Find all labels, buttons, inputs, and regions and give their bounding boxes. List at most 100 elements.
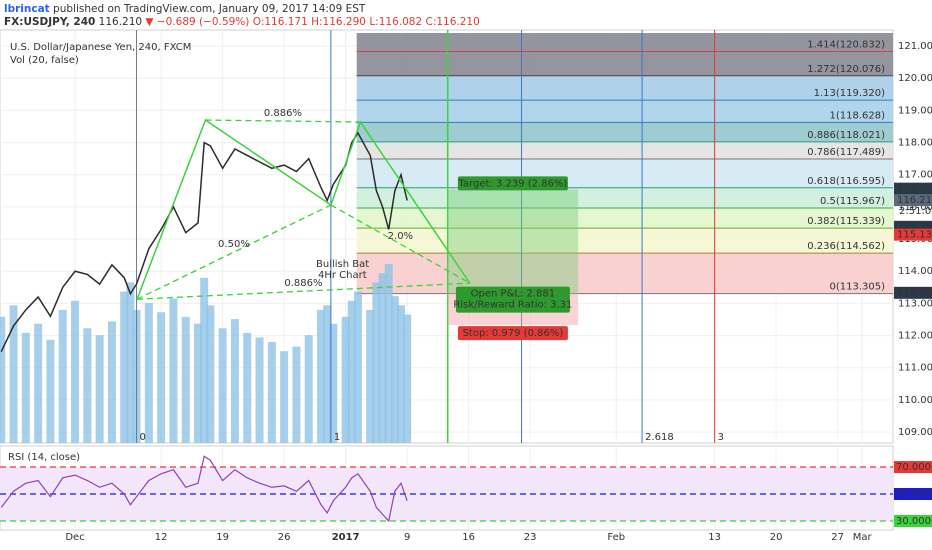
volume-bar: [218, 328, 227, 443]
volume-bar: [292, 346, 301, 443]
rsi-badge: [894, 461, 932, 474]
volume-bar: [347, 300, 356, 443]
rsi-tick-label: 50.0000: [896, 489, 932, 500]
volume-bar: [403, 314, 412, 443]
x-tick-label: 19: [216, 532, 229, 543]
volume-bar: [243, 332, 252, 443]
target-label-bg: [457, 176, 568, 191]
y-tick-label: 114.000: [898, 266, 932, 277]
countdown: 2:51:02: [899, 206, 932, 217]
fib-label: 0(113.305): [829, 282, 885, 293]
rsi-badge: [894, 488, 932, 500]
volume-bar: [157, 312, 166, 443]
volume-bar: [329, 323, 338, 443]
volume-bar: [46, 339, 55, 443]
volume-bar: [0, 316, 6, 443]
volume-bar: [280, 351, 289, 443]
price-badge-label: 115.381: [897, 222, 932, 233]
volume-bar: [169, 298, 178, 443]
volume-bar: [21, 332, 30, 443]
rsi-line: [0, 455, 408, 523]
low: L:116.082: [369, 16, 422, 28]
volume-bar: [390, 296, 399, 443]
y-tick-label: 112.000: [898, 331, 932, 342]
volume-bar: [396, 305, 405, 443]
chart-title: U.S. Dollar/Japanese Yen, 240, FXCM: [10, 42, 191, 53]
pattern-ratio-line: [136, 282, 470, 300]
symbol: FX:USDJPY, 240: [4, 16, 95, 28]
volume-bar: [144, 303, 153, 443]
volume-bar: [71, 300, 80, 443]
pnl-bg: [455, 286, 570, 313]
y-tick-label: 120.000: [898, 73, 932, 84]
target-label: Target: 3.239 (2.86%): [457, 178, 567, 189]
published: published on TradingView.com, January 09…: [53, 3, 366, 15]
volume-bar: [372, 282, 381, 443]
high: H:116.290: [311, 16, 366, 28]
volume-bar: [181, 316, 190, 443]
volume-bar: [304, 335, 313, 443]
fib-label: 0.886(118.021): [807, 130, 885, 141]
volume-bar: [255, 337, 264, 443]
volume-bar: [126, 282, 135, 443]
fib-band: [356, 141, 893, 160]
volume-bar: [366, 309, 375, 443]
x-tick-label: Mar: [853, 532, 873, 543]
price-badge-label: 116.451: [897, 187, 932, 198]
volume-bar: [353, 291, 362, 443]
rsi-tick-label: 70.0000: [896, 462, 932, 473]
fib-band: [356, 159, 893, 188]
rsi-badge: [894, 514, 932, 527]
fib-band: [356, 253, 893, 294]
pattern-ratio-line: [136, 204, 332, 300]
rsi-title: RSI (14, close): [8, 452, 80, 463]
x-tick-label: 9: [404, 532, 410, 543]
x-tick-label: 27: [831, 532, 844, 543]
pattern-name: Bullish Bat: [316, 259, 369, 270]
pattern-ratio-label: 2.0%: [388, 231, 413, 242]
y-tick-label: 121.000: [898, 41, 932, 52]
close: C:116.210: [425, 16, 479, 28]
y-tick-label: 118.000: [898, 138, 932, 149]
price-line: [0, 131, 408, 352]
x-tick-label: 23: [524, 532, 537, 543]
pattern-note: 4Hr Chart: [318, 270, 367, 281]
volume-bar: [341, 316, 350, 443]
user[interactable]: lbrincat: [4, 3, 50, 15]
x-tick-label: 20: [770, 532, 783, 543]
fib-label: 1(118.628): [829, 110, 885, 121]
stop-label-bg: [457, 326, 568, 341]
fib-label: 0.5(115.967): [820, 196, 885, 207]
y-tick-label: 110.000: [898, 395, 932, 406]
volume-bar: [9, 305, 18, 443]
y-tick-label: 117.000: [898, 170, 932, 181]
fib-label: 1.272(120.076): [807, 64, 885, 75]
x-tick-label: 2017: [332, 532, 360, 543]
open: O:116.171: [253, 16, 308, 28]
time-zone-label: 0: [140, 432, 146, 443]
volume-bar: [83, 328, 92, 443]
y-tick-label: 111.000: [898, 363, 932, 374]
fib-label: 0.786(117.489): [807, 147, 885, 158]
price-badge-label: 116.210: [897, 195, 932, 206]
volume-bar: [317, 309, 326, 443]
volume-bar: [58, 309, 67, 443]
x-tick-label: 16: [462, 532, 475, 543]
fib-label: 1.414(120.832): [807, 39, 885, 50]
pattern-ratio-line: [330, 204, 471, 284]
target-zone: [447, 189, 579, 294]
volume-bar: [378, 273, 387, 443]
price-badge-label: 115.138: [897, 230, 932, 241]
y-tick-label: 109.000: [898, 427, 932, 438]
x-tick-label: Dec: [65, 532, 84, 543]
fib-label: 0.618(116.595): [807, 176, 885, 187]
volume-bar: [323, 305, 332, 443]
volume-bar: [34, 323, 43, 443]
fib-band: [356, 33, 893, 52]
last: 116.210: [99, 16, 142, 28]
volume-bar: [95, 335, 104, 443]
volume-bar: [384, 264, 393, 443]
price-badge: [894, 286, 932, 299]
pattern-ratio-line: [205, 119, 361, 123]
price-badge-label: 113.329: [897, 288, 932, 299]
